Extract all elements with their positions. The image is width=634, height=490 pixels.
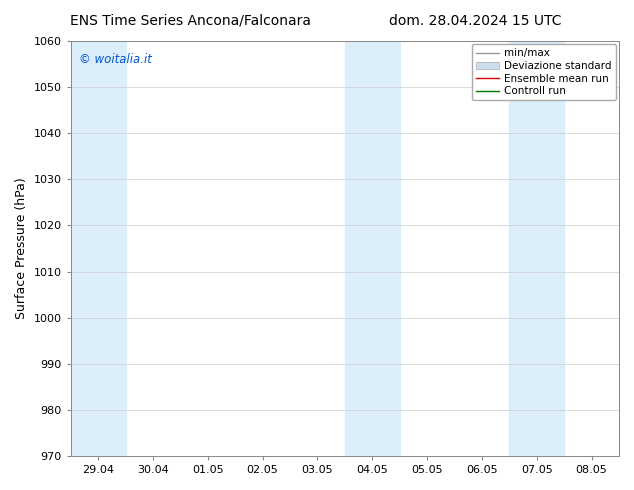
Bar [509,41,564,456]
Y-axis label: Surface Pressure (hPa): Surface Pressure (hPa) [15,178,28,319]
Bar [345,41,399,456]
Text: © woitalia.it: © woitalia.it [79,53,152,67]
Text: ENS Time Series Ancona/Falconara: ENS Time Series Ancona/Falconara [70,14,311,28]
Bar [71,41,126,456]
Text: dom. 28.04.2024 15 UTC: dom. 28.04.2024 15 UTC [389,14,562,28]
Legend: min/max, Deviazione standard, Ensemble mean run, Controll run: min/max, Deviazione standard, Ensemble m… [472,44,616,100]
